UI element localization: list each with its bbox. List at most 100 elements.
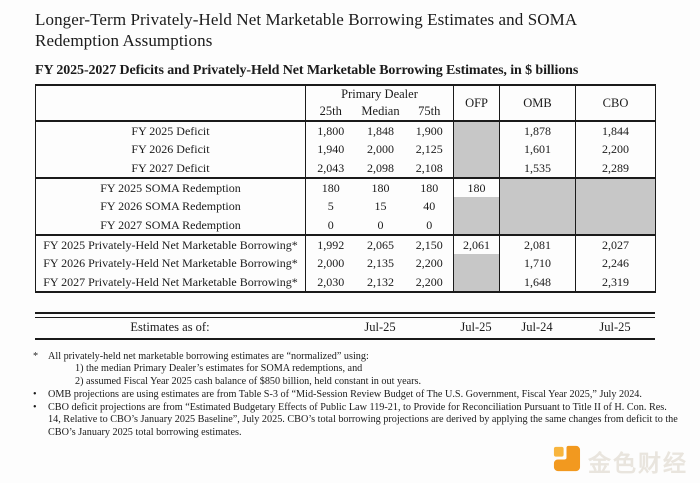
footnote-omb: • OMB projections are using estimates ar… (33, 389, 680, 402)
omb-column-header: OMB (499, 85, 577, 121)
cell-cbo-na (575, 178, 656, 197)
cell-cbo: 2,200 (602, 142, 630, 156)
cell-median: 0 (377, 217, 384, 232)
estimates-as-of-table: Estimates as of: Jul-25 Jul-25 Jul-24 Ju… (35, 317, 655, 340)
cell-median: 180 (371, 180, 390, 195)
ofp-column-header: OFP (453, 85, 501, 121)
row-label: FY 2027 SOMA Redemption (35, 216, 306, 235)
cell-pd75: 40 (423, 199, 436, 213)
cell-ofp-na (453, 159, 501, 178)
cell-pd25: 180 (321, 180, 340, 195)
cell-ofp-na (453, 197, 501, 216)
table-row: FY 2025 Deficit 1,800 1,848 1,900 1,878 … (35, 121, 656, 140)
cell-median: 2,000 (367, 142, 394, 156)
borrowing-section: FY 2025 Privately-Held Net Marketable Bo… (35, 235, 656, 292)
jinse-logo-text: 金色财经 (588, 451, 688, 477)
row-label: FY 2025 Deficit (35, 121, 306, 140)
soma-redemption-section: FY 2025 SOMA Redemption 180 180 180 180 … (35, 178, 656, 235)
cell-median: 15 (374, 199, 387, 213)
cell-omb: 1,601 (499, 140, 577, 159)
cell-ofp-na (453, 121, 501, 140)
cell-cbo-na (575, 216, 656, 235)
cell-omb: 1,648 (499, 273, 577, 292)
cell-omb: 1,878 (499, 121, 577, 140)
footnote-bullet: • (33, 401, 37, 413)
estimate-date-cbo: Jul-25 (599, 320, 631, 335)
footnote-text: OMB projections are using estimates are … (48, 388, 642, 400)
jinse-finance-watermark: 金色财经 (552, 444, 688, 478)
table-row: FY 2025 Privately-Held Net Marketable Bo… (35, 235, 656, 254)
cbo-column-header: CBO (602, 95, 629, 110)
row-label: FY 2025 SOMA Redemption (35, 178, 306, 197)
pd-75th-header: 75th (418, 104, 441, 118)
cell-pd75: 180 (420, 180, 439, 195)
cell-median: 1,848 (367, 123, 394, 138)
row-label: FY 2026 SOMA Redemption (35, 197, 306, 216)
cell-cbo: 2,027 (602, 237, 630, 252)
row-label: FY 2027 Privately-Held Net Marketable Bo… (35, 273, 306, 292)
cell-ofp: 2,061 (453, 235, 501, 254)
table-row: FY 2025 SOMA Redemption 180 180 180 180 (35, 178, 656, 197)
page-title: Longer-Term Privately-Held Net Marketabl… (35, 10, 577, 50)
table-header: Primary Dealer OFP OMB CBO 25th Median 7… (35, 85, 656, 121)
table-row: FY 2027 Privately-Held Net Marketable Bo… (35, 273, 656, 292)
cell-ofp-na (453, 140, 501, 159)
cell-omb-na (499, 197, 577, 216)
cell-pd75: 0 (426, 217, 433, 232)
estimate-date-omb: Jul-24 (521, 320, 553, 335)
jinse-logo-icon (552, 444, 581, 478)
footnote-normalized-item-1: 1) the median Primary Dealer’s estimates… (33, 363, 680, 376)
cell-cbo-na (575, 197, 656, 216)
table-row: FY 2027 Deficit 2,043 2,098 2,108 1,535 … (35, 159, 656, 178)
footnote-cbo: • CBO deficit projections are from “Esti… (33, 402, 680, 440)
cell-pd75: 1,900 (415, 123, 443, 138)
estimates-row: Estimates as of: Jul-25 Jul-25 Jul-24 Ju… (35, 318, 655, 339)
footnote-normalized-item-2: 2) assumed Fiscal Year 2025 cash balance… (33, 376, 680, 389)
cell-pd75: 2,200 (415, 256, 443, 270)
cell-omb: 1,535 (499, 159, 577, 178)
cell-omb: 1,710 (499, 254, 577, 273)
row-label: FY 2026 Privately-Held Net Marketable Bo… (35, 254, 306, 273)
table-row: FY 2026 Deficit 1,940 2,000 2,125 1,601 … (35, 140, 656, 159)
row-label: FY 2027 Deficit (35, 159, 306, 178)
footnote-text: 1) the median Primary Dealer’s estimates… (75, 363, 363, 375)
estimates-as-of-strip: Estimates as of: Jul-25 Jul-25 Jul-24 Ju… (35, 312, 655, 340)
pd-median-header: Median (361, 104, 400, 118)
table-row: FY 2026 SOMA Redemption 5 15 40 (35, 197, 656, 216)
footnote-marker (33, 363, 48, 376)
deficit-section: FY 2025 Deficit 1,800 1,848 1,900 1,878 … (35, 121, 656, 178)
table-row: FY 2026 Privately-Held Net Marketable Bo… (35, 254, 656, 273)
cell-pd25: 1,940 (317, 142, 345, 156)
footnote-marker: * (33, 350, 39, 362)
cell-pd75: 2,150 (415, 237, 443, 252)
cell-pd25: 2,000 (317, 256, 345, 270)
borrowing-estimates-table: Primary Dealer OFP OMB CBO 25th Median 7… (35, 84, 657, 293)
cell-pd25: 2,043 (317, 160, 345, 175)
row-label-header (35, 85, 306, 121)
cell-cbo: 2,289 (602, 160, 630, 175)
estimate-date-pd: Jul-25 (364, 320, 396, 335)
cell-pd25: 1,800 (317, 123, 345, 138)
primary-dealer-group-header: Primary Dealer (341, 87, 418, 101)
estimate-date-ofp: Jul-25 (460, 320, 492, 335)
cell-ofp-na (453, 273, 501, 292)
cell-pd25: 5 (327, 199, 334, 213)
footnote-text: All privately-held net marketable borrow… (48, 350, 369, 362)
footnote-marker (33, 376, 48, 389)
cell-pd75: 2,200 (415, 274, 443, 289)
footnote-bullet: • (33, 388, 37, 400)
cell-cbo: 2,319 (602, 274, 630, 289)
cell-ofp: 180 (453, 178, 501, 197)
pd-25th-header: 25th (319, 104, 342, 118)
cell-omb-na (499, 216, 577, 235)
row-label: FY 2026 Deficit (35, 140, 306, 159)
empty-cell (405, 318, 453, 339)
cell-pd75: 2,125 (415, 142, 443, 156)
cell-ofp-na (453, 216, 501, 235)
estimates-label: Estimates as of: (130, 320, 210, 335)
table-title: FY 2025-2027 Deficits and Privately-Held… (35, 63, 579, 78)
cell-cbo: 2,246 (602, 256, 630, 270)
cell-cbo: 1,844 (602, 123, 630, 138)
cell-omb-na (499, 178, 577, 197)
